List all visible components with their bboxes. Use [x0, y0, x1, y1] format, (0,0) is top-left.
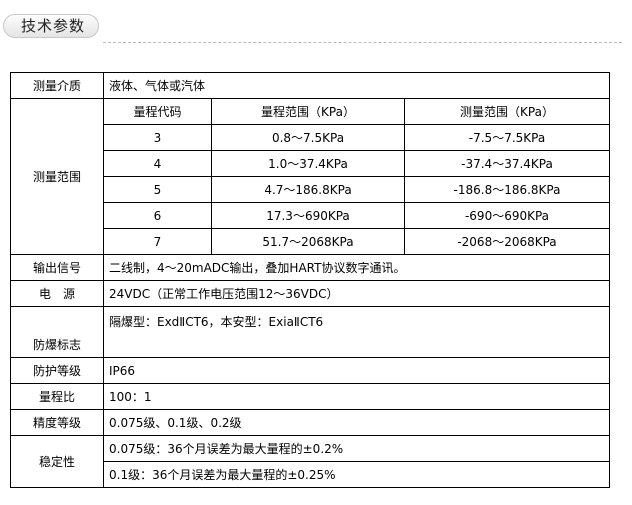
row-value: 0.075级：36个月误差为最大量程的±0.2% [103, 435, 610, 462]
table-row: 输出信号 二线制，4～20mADC输出，叠加HART协议数字通讯。 [10, 254, 610, 281]
table-row: 量程比 100：1 [10, 383, 610, 410]
cell: 5 [103, 176, 212, 203]
column-header: 量程范围（KPa） [211, 98, 405, 125]
row-label: 量程比 [10, 383, 104, 410]
cell: 7 [103, 228, 212, 255]
row-label: 测量介质 [10, 72, 104, 99]
row-value: 100：1 [103, 383, 610, 410]
row-label: 精度等级 [10, 409, 104, 436]
row-value: 液体、气体或汽体 [103, 72, 610, 99]
cell: 17.3～690KPa [211, 202, 405, 229]
section-tab: 技术参数 [3, 14, 99, 38]
row-label: 输出信号 [10, 254, 104, 281]
cell: 4.7～186.8KPa [211, 176, 405, 203]
row-label: 测量范围 [10, 98, 104, 255]
column-header: 测量范围（KPa） [404, 98, 610, 125]
table-row: 测量介质 液体、气体或汽体 [10, 72, 610, 99]
cell: -186.8～186.8KPa [404, 176, 610, 203]
table-row: 稳定性 0.075级：36个月误差为最大量程的±0.2% [10, 435, 610, 488]
table-row: 防爆标志 隔爆型：ExdⅡCT6，本安型：ExiaⅡCT6 [10, 306, 610, 358]
spec-table: 测量介质 液体、气体或汽体 测量范围 量程代码 量程范围（KPa） 测量范围（K… [10, 72, 610, 488]
row-label: 防爆标志 [10, 306, 104, 358]
cell: 4 [103, 150, 212, 177]
row-value: 0.1级：36个月误差为最大量程的±0.25% [103, 461, 610, 488]
cell: 51.7～2068KPa [211, 228, 405, 255]
row-label: 稳定性 [10, 435, 104, 488]
table-row: 3 0.8～7.5KPa -7.5～7.5KPa [11, 124, 610, 151]
column-header: 量程代码 [103, 98, 212, 125]
table-row: 0.1级：36个月误差为最大量程的±0.25% [11, 461, 610, 488]
table-row: 6 17.3～690KPa -690～690KPa [11, 202, 610, 229]
cell: -7.5～7.5KPa [404, 124, 610, 151]
cell: -2068～2068KPa [404, 228, 610, 255]
row-value: 二线制，4～20mADC输出，叠加HART协议数字通讯。 [103, 254, 610, 281]
cell: 6 [103, 202, 212, 229]
table-row: 电 源 24VDC（正常工作电压范围12～36VDC） [10, 280, 610, 307]
table-row: 精度等级 0.075级、0.1级、0.2级 [10, 409, 610, 436]
row-label: 电 源 [10, 280, 104, 307]
cell: -37.4～37.4KPa [404, 150, 610, 177]
table-row: 测量范围 量程代码 量程范围（KPa） 测量范围（KPa） [10, 98, 610, 255]
divider [103, 42, 622, 43]
cell: 0.8～7.5KPa [211, 124, 405, 151]
row-value: IP66 [103, 357, 610, 384]
row-label: 防护等级 [10, 357, 104, 384]
row-value: 0.075级、0.1级、0.2级 [103, 409, 610, 436]
row-value: 24VDC（正常工作电压范围12～36VDC） [103, 280, 610, 307]
cell: 3 [103, 124, 212, 151]
table-row: 7 51.7～2068KPa -2068～2068KPa [11, 228, 610, 255]
row-value: 隔爆型：ExdⅡCT6，本安型：ExiaⅡCT6 [103, 306, 610, 358]
table-row: 防护等级 IP66 [10, 357, 610, 384]
cell: 1.0～37.4KPa [211, 150, 405, 177]
cell: -690～690KPa [404, 202, 610, 229]
